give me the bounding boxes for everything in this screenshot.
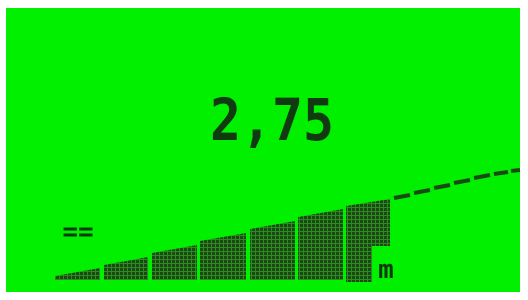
level-bar [298, 209, 343, 280]
track-dash [511, 170, 520, 171]
unit-label: m [378, 255, 394, 285]
level-bar [250, 221, 295, 280]
indicator: == [62, 217, 93, 247]
level-bar [200, 233, 246, 280]
track-dash [494, 172, 508, 174]
lcd-screen: 2,75 == m [0, 0, 528, 300]
reading-value: 2,75 [210, 86, 334, 154]
page: {"display": {"value": "2,75", "unit": "m… [0, 0, 528, 300]
